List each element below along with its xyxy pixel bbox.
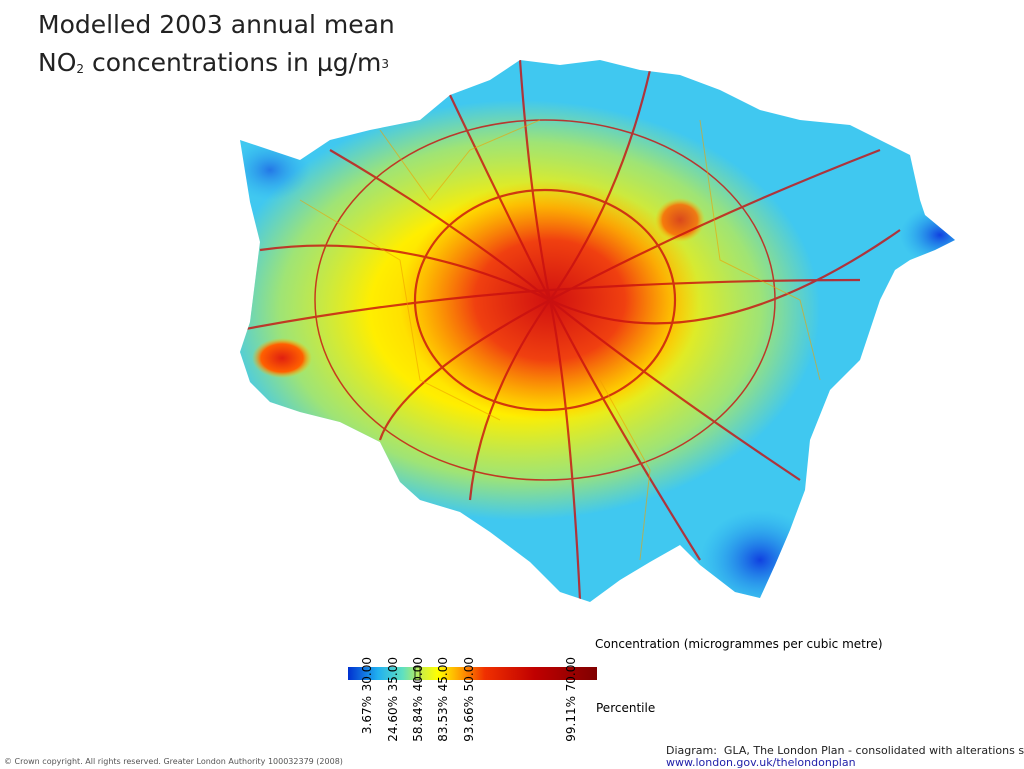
source: Diagram: GLA, The London Plan - consolid… [666,744,1024,757]
percentile-tick: 83.53% [436,696,450,742]
concentration-tick: 40.00 [411,657,425,691]
percentile-tick: 93.66% [462,696,476,742]
road [299,199,501,421]
percentile-tick: 24.60% [386,696,400,742]
percentile-tick: 3.67% [360,696,374,734]
title-line: Modelled 2003 annual mean [38,10,395,39]
source-url: www.london.gov.uk/thelondonplan [666,756,856,769]
percentile-label: Percentile [596,701,655,715]
road [468,69,652,501]
road [240,278,861,332]
airport-hotspot [252,338,312,378]
ring-road [314,119,776,481]
roads [240,60,901,601]
concentration-tick: 30.00 [360,657,374,691]
concentration-tick: 70.00 [564,657,578,691]
low-concentration [240,140,310,200]
road [599,379,651,561]
scale-ticks: 30.00 35.00 40.00 45.00 50.00 70.00 3.67% 24.60… [360,657,578,742]
title-text: NO [38,48,77,77]
title-text: concentrations in µg/m [84,48,382,77]
concentration-tick: 45.00 [436,657,450,691]
title-superscript: 3 [381,57,390,71]
color-scale [348,667,597,680]
concentration-tick: 35.00 [386,657,400,691]
road [378,148,881,441]
concentration-label: Concentration (microgrammes per cubic me… [595,637,883,651]
minor-roads [299,119,821,561]
percentile-tick: 58.84% [411,696,425,742]
copyright: © Crown copyright. All rights reserved. … [4,757,343,766]
title-line: NO2 concentrations in µg/m3 [38,48,389,77]
road [699,119,821,381]
percentile-tick: 99.11% [564,696,578,742]
map-fill [240,60,955,602]
title-subscript: 2 [76,62,85,76]
road [379,119,541,201]
low-concentration [700,510,820,602]
scale-marker [414,666,421,681]
low-concentration [900,205,955,265]
concentration-tick: 50.00 [462,657,476,691]
hotspot [655,198,705,242]
ring-road [413,188,677,412]
